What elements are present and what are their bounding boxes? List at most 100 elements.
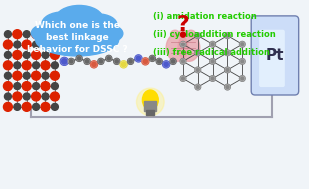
Circle shape <box>33 41 40 48</box>
Circle shape <box>22 61 31 70</box>
Circle shape <box>22 102 31 111</box>
Circle shape <box>225 84 230 90</box>
Circle shape <box>128 58 133 64</box>
Circle shape <box>76 55 82 61</box>
Circle shape <box>163 61 170 68</box>
Circle shape <box>3 82 12 91</box>
Circle shape <box>180 59 186 64</box>
Circle shape <box>239 76 245 81</box>
Circle shape <box>210 76 215 81</box>
Circle shape <box>51 103 58 110</box>
Circle shape <box>13 50 22 59</box>
Circle shape <box>42 93 49 100</box>
Circle shape <box>180 41 186 47</box>
Circle shape <box>210 59 215 64</box>
Circle shape <box>41 40 50 49</box>
Circle shape <box>239 76 245 81</box>
Ellipse shape <box>79 14 117 36</box>
Circle shape <box>4 93 11 100</box>
Circle shape <box>60 57 68 65</box>
Circle shape <box>42 31 49 38</box>
Circle shape <box>3 102 12 111</box>
Circle shape <box>22 82 31 91</box>
Circle shape <box>106 55 112 61</box>
Circle shape <box>120 61 127 68</box>
Ellipse shape <box>186 30 195 37</box>
Circle shape <box>23 72 30 79</box>
Circle shape <box>32 71 40 80</box>
Circle shape <box>195 67 201 73</box>
Circle shape <box>225 50 230 56</box>
Circle shape <box>84 58 90 64</box>
Circle shape <box>23 31 30 38</box>
Text: ?: ? <box>176 15 189 35</box>
Circle shape <box>23 93 30 100</box>
Ellipse shape <box>96 25 123 42</box>
Circle shape <box>68 58 74 64</box>
Circle shape <box>170 58 176 64</box>
Circle shape <box>42 72 49 79</box>
Circle shape <box>14 103 21 110</box>
Circle shape <box>239 41 245 47</box>
FancyBboxPatch shape <box>251 16 299 95</box>
Circle shape <box>156 58 162 64</box>
Text: Pt: Pt <box>266 48 284 63</box>
Circle shape <box>156 58 162 64</box>
Circle shape <box>239 59 245 64</box>
Ellipse shape <box>178 34 200 61</box>
Circle shape <box>120 61 127 68</box>
Circle shape <box>41 102 50 111</box>
Circle shape <box>23 51 30 58</box>
Circle shape <box>14 41 21 48</box>
Circle shape <box>91 61 97 68</box>
Text: (ii) cycloaddition reaction: (ii) cycloaddition reaction <box>153 30 276 39</box>
Circle shape <box>239 59 245 64</box>
Ellipse shape <box>142 90 158 110</box>
Circle shape <box>195 33 201 38</box>
Circle shape <box>68 58 74 64</box>
Circle shape <box>114 58 120 64</box>
Circle shape <box>163 61 170 68</box>
Circle shape <box>225 84 230 90</box>
Ellipse shape <box>137 88 164 116</box>
Circle shape <box>135 55 142 62</box>
Circle shape <box>51 62 58 69</box>
Circle shape <box>239 41 245 47</box>
Circle shape <box>170 58 176 64</box>
Circle shape <box>180 32 185 37</box>
Ellipse shape <box>179 30 188 37</box>
Circle shape <box>106 55 112 61</box>
Ellipse shape <box>32 24 61 42</box>
Circle shape <box>50 50 59 59</box>
Circle shape <box>50 92 59 101</box>
Circle shape <box>180 59 186 64</box>
Circle shape <box>195 50 201 56</box>
Circle shape <box>225 33 230 38</box>
Circle shape <box>51 41 58 48</box>
Circle shape <box>180 76 186 81</box>
Circle shape <box>14 83 21 90</box>
Circle shape <box>50 71 59 80</box>
Circle shape <box>142 58 149 65</box>
Ellipse shape <box>171 30 180 37</box>
Circle shape <box>98 58 104 64</box>
Circle shape <box>60 57 68 65</box>
Circle shape <box>98 58 104 64</box>
Circle shape <box>210 59 215 64</box>
Circle shape <box>135 55 142 62</box>
FancyBboxPatch shape <box>146 110 154 115</box>
Circle shape <box>76 55 82 61</box>
Circle shape <box>210 41 215 47</box>
Ellipse shape <box>55 5 103 34</box>
Circle shape <box>22 40 31 49</box>
FancyBboxPatch shape <box>259 30 285 87</box>
Circle shape <box>195 67 201 73</box>
Circle shape <box>195 50 201 56</box>
Circle shape <box>42 51 49 58</box>
Circle shape <box>4 72 11 79</box>
Circle shape <box>51 83 58 90</box>
Circle shape <box>13 30 22 39</box>
Circle shape <box>13 71 22 80</box>
Circle shape <box>33 103 40 110</box>
Circle shape <box>3 61 12 70</box>
